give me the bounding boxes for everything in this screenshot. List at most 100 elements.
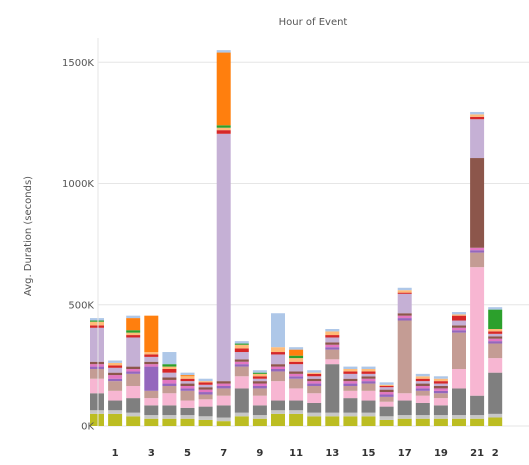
bar-segment[interactable] bbox=[126, 412, 141, 417]
bar-segment[interactable] bbox=[488, 372, 503, 414]
bar-segment[interactable] bbox=[415, 390, 430, 396]
bar-segment[interactable] bbox=[271, 347, 285, 353]
bar-segment[interactable] bbox=[379, 416, 394, 420]
bar-segment[interactable] bbox=[180, 376, 195, 379]
bar-segment[interactable] bbox=[488, 309, 503, 329]
bar-segment[interactable] bbox=[144, 405, 159, 416]
bar-segment[interactable] bbox=[234, 359, 249, 362]
bar-segment[interactable] bbox=[144, 354, 159, 357]
bar-segment[interactable] bbox=[108, 372, 123, 376]
bar-segment[interactable] bbox=[307, 402, 322, 413]
bar-segment[interactable] bbox=[90, 393, 104, 411]
bar-segment[interactable] bbox=[397, 293, 412, 314]
bar-segment[interactable] bbox=[180, 388, 195, 391]
bar-segment[interactable] bbox=[252, 381, 267, 384]
bar-segment[interactable] bbox=[397, 292, 412, 294]
bar-segment[interactable] bbox=[470, 116, 485, 120]
bar-segment[interactable] bbox=[180, 385, 195, 389]
bar-segment[interactable] bbox=[361, 416, 376, 426]
bar-segment[interactable] bbox=[162, 369, 177, 373]
bar-segment[interactable] bbox=[488, 413, 503, 418]
bar-segment[interactable] bbox=[198, 389, 213, 393]
bar-segment[interactable] bbox=[198, 406, 213, 417]
bar-segment[interactable] bbox=[397, 400, 412, 416]
bar-segment[interactable] bbox=[90, 410, 104, 414]
bar-segment[interactable] bbox=[379, 401, 394, 407]
bar-segment[interactable] bbox=[488, 329, 503, 332]
bar-segment[interactable] bbox=[289, 413, 304, 426]
bar-segment[interactable] bbox=[488, 358, 503, 373]
bar-segment[interactable] bbox=[271, 381, 285, 401]
bar-segment[interactable] bbox=[415, 381, 430, 384]
bar-segment[interactable] bbox=[126, 366, 141, 370]
bar-segment[interactable] bbox=[433, 418, 448, 426]
bar-segment[interactable] bbox=[361, 412, 376, 417]
bar-segment[interactable] bbox=[162, 418, 177, 426]
bar-segment[interactable] bbox=[216, 417, 231, 422]
bar-segment[interactable] bbox=[90, 321, 104, 326]
bar-segment[interactable] bbox=[325, 347, 340, 350]
bar-segment[interactable] bbox=[108, 362, 123, 366]
bar-segment[interactable] bbox=[488, 417, 503, 426]
bar-segment[interactable] bbox=[325, 344, 340, 348]
bar-segment[interactable] bbox=[126, 398, 141, 413]
bar-segment[interactable] bbox=[252, 418, 267, 426]
bar-segment[interactable] bbox=[325, 359, 340, 365]
bar-segment[interactable] bbox=[252, 388, 267, 396]
bar-segment[interactable] bbox=[307, 393, 322, 403]
bar-segment[interactable] bbox=[90, 361, 104, 365]
bar-segment[interactable] bbox=[198, 416, 213, 420]
bar-segment[interactable] bbox=[108, 410, 123, 414]
bar-segment[interactable] bbox=[307, 372, 322, 374]
bar-segment[interactable] bbox=[289, 376, 304, 379]
bar-segment[interactable] bbox=[90, 378, 104, 394]
bar-segment[interactable] bbox=[216, 383, 231, 386]
bar-segment[interactable] bbox=[289, 347, 304, 350]
bar-segment[interactable] bbox=[361, 376, 376, 379]
bar-segment[interactable] bbox=[162, 352, 177, 365]
bar-segment[interactable] bbox=[144, 352, 159, 355]
bar-segment[interactable] bbox=[307, 376, 322, 379]
bar-segment[interactable] bbox=[162, 393, 177, 406]
bar-segment[interactable] bbox=[452, 320, 466, 326]
bar-segment[interactable] bbox=[216, 133, 231, 382]
bar-segment[interactable] bbox=[379, 385, 394, 388]
bar-segment[interactable] bbox=[271, 364, 285, 367]
bar-segment[interactable] bbox=[343, 383, 358, 386]
bar-segment[interactable] bbox=[470, 395, 485, 416]
bar-segment[interactable] bbox=[198, 387, 213, 390]
bar-segment[interactable] bbox=[397, 315, 412, 319]
bar-segment[interactable] bbox=[180, 390, 195, 401]
bar-segment[interactable] bbox=[234, 376, 249, 389]
bar-segment[interactable] bbox=[289, 373, 304, 377]
bar-segment[interactable] bbox=[90, 325, 104, 328]
bar-segment[interactable] bbox=[252, 383, 267, 386]
bar-segment[interactable] bbox=[198, 392, 213, 395]
bar-segment[interactable] bbox=[144, 398, 159, 406]
bar-segment[interactable] bbox=[361, 366, 376, 370]
bar-segment[interactable] bbox=[289, 364, 304, 372]
bar-segment[interactable] bbox=[452, 312, 466, 315]
bar-segment[interactable] bbox=[470, 418, 485, 426]
bar-segment[interactable] bbox=[180, 381, 195, 384]
bar-segment[interactable] bbox=[126, 373, 141, 386]
bar-segment[interactable] bbox=[343, 371, 358, 374]
bar-segment[interactable] bbox=[216, 50, 231, 53]
bar-segment[interactable] bbox=[343, 366, 358, 370]
bar-segment[interactable] bbox=[234, 412, 249, 417]
bar-segment[interactable] bbox=[108, 365, 123, 368]
bar-segment[interactable] bbox=[271, 410, 285, 414]
bar-segment[interactable] bbox=[198, 378, 213, 382]
bar-segment[interactable] bbox=[361, 373, 376, 377]
bar-segment[interactable] bbox=[452, 418, 466, 426]
bar-segment[interactable] bbox=[144, 415, 159, 419]
bar-segment[interactable] bbox=[307, 412, 322, 417]
bar-segment[interactable] bbox=[234, 344, 249, 349]
bar-segment[interactable] bbox=[198, 382, 213, 385]
bar-segment[interactable] bbox=[470, 158, 485, 248]
bar-segment[interactable] bbox=[271, 400, 285, 411]
bar-segment[interactable] bbox=[379, 406, 394, 417]
bar-segment[interactable] bbox=[234, 364, 249, 367]
bar-segment[interactable] bbox=[90, 413, 104, 426]
bar-segment[interactable] bbox=[289, 358, 304, 362]
